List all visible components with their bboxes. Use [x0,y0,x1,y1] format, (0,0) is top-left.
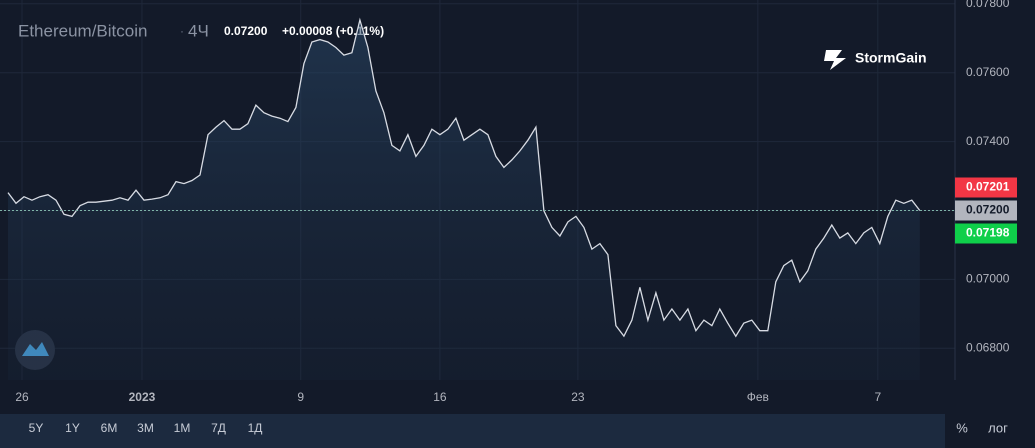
price-tag [955,200,1017,221]
range-button[interactable]: 5Y [29,421,44,435]
y-tick-label: 0.07000 [966,272,1010,286]
range-button[interactable]: 3M [137,421,154,435]
price-tag-label: 0.07200 [966,203,1010,217]
y-tick-label: 0.07600 [966,65,1010,79]
range-button[interactable]: 1Д [248,421,263,435]
y-tick-label: 0.06800 [966,340,1010,354]
x-tick-label: 9 [297,390,304,404]
price-tag [955,177,1017,198]
price-tag [955,223,1017,244]
toolbar-right [945,414,1035,448]
symbol-title: Ethereum/Bitcoin [18,21,147,40]
toolbar [0,414,1035,448]
range-button[interactable]: 6M [101,421,118,435]
x-tick-label: Фев [747,390,769,404]
x-tick-label: 26 [15,390,29,404]
brand: StormGain [855,50,927,66]
range-button[interactable]: 1M [174,421,191,435]
price-line [7,17,921,338]
price-tag-label: 0.07198 [966,226,1010,240]
last-price: 0.07200 [224,24,268,38]
brand-logo [824,50,846,70]
x-tick-label: 2023 [129,390,156,404]
area [7,20,920,380]
x-tick-label: 23 [571,390,585,404]
price-tag-label: 0.07201 [966,180,1010,194]
range-button[interactable]: 1Y [65,421,80,435]
y-tick-label: 0.07800 [966,0,1010,10]
x-tick-label: 7 [874,390,881,404]
y-tick-label: 0.07400 [966,134,1010,148]
price-change: +0.00008 (+0.11%) [282,24,384,38]
range-button[interactable]: 7Д [211,421,226,435]
scale-toggle[interactable]: % [956,420,968,435]
x-tick-label: 16 [433,390,447,404]
separator: · [180,24,184,38]
scale-toggle[interactable]: лог [988,420,1008,435]
interval[interactable]: 4Ч [188,21,209,40]
